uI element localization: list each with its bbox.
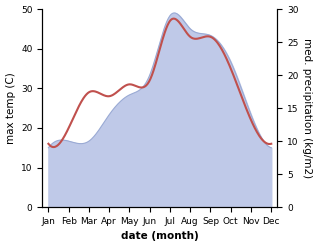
Y-axis label: max temp (C): max temp (C) <box>5 72 16 144</box>
Y-axis label: med. precipitation (kg/m2): med. precipitation (kg/m2) <box>302 38 313 178</box>
X-axis label: date (month): date (month) <box>121 231 199 242</box>
